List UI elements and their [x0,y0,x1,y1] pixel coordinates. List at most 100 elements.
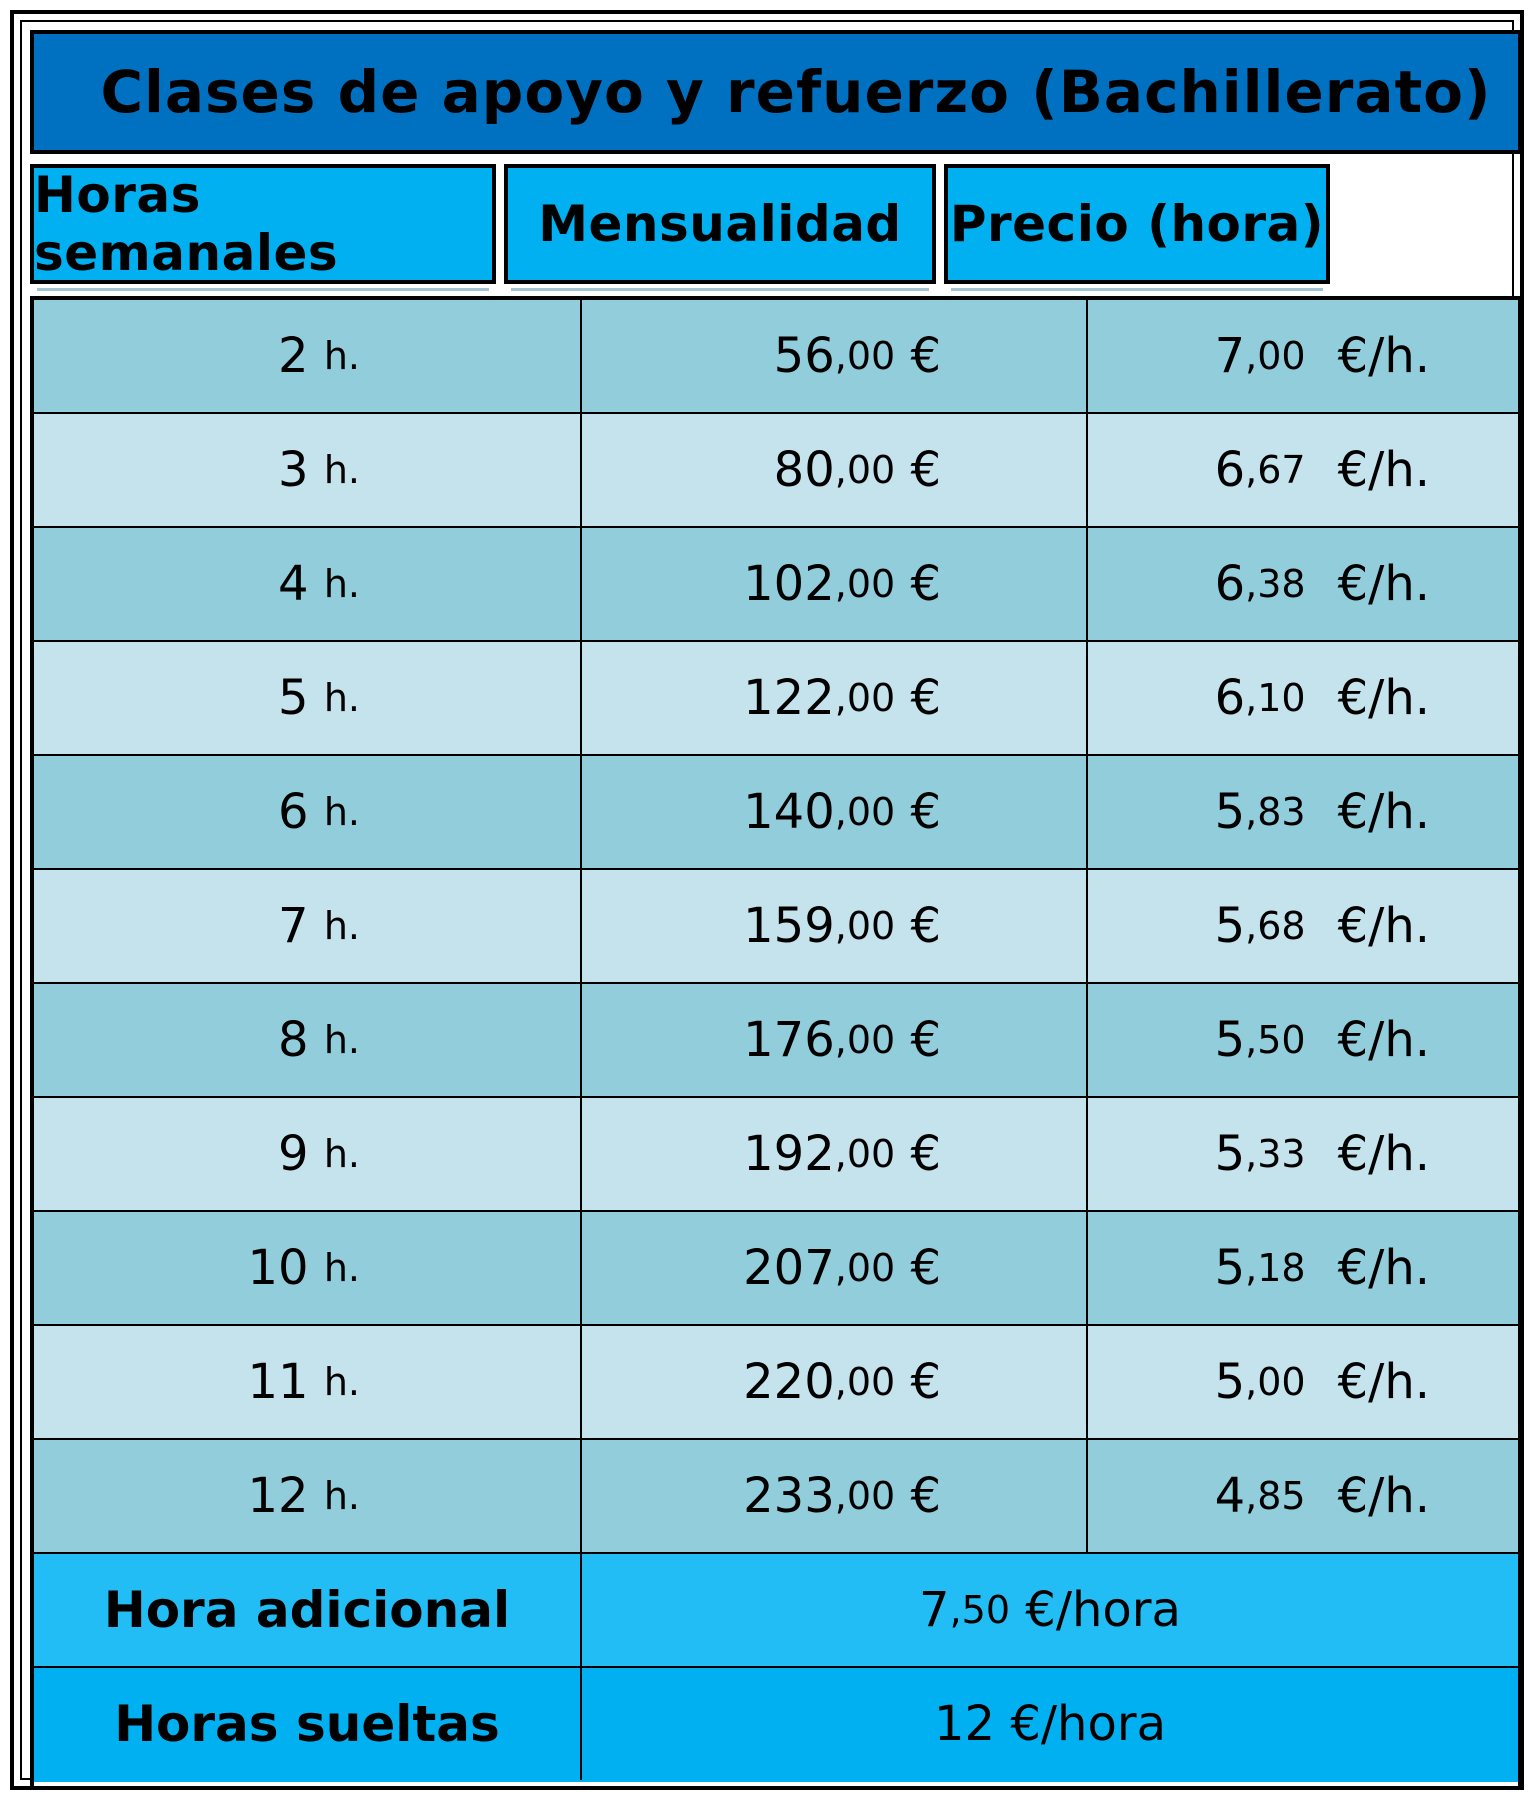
monthly-currency: € [910,898,941,954]
footer-value-unit: €/hora [1010,1696,1166,1752]
footer-value-unit: €/hora [1025,1582,1181,1638]
footer-value-decimals: ,50 [949,1588,1011,1632]
hours-value: 7 [278,898,309,954]
cell-precio-hora: 5,00 €/h. [1088,1326,1518,1438]
table-row: 12 h. 233,00 €4,85 €/h. [34,1440,1518,1554]
cell-horas: 3 h. [34,414,582,526]
table-row: 8 h. 176,00 €5,50 €/h. [34,984,1518,1098]
hours-unit: h. [323,1132,360,1176]
monthly-decimals: ,00 [834,676,896,720]
header-horas-semanales: Horas semanales [30,164,496,291]
rate-integer: 6 [1214,556,1246,612]
rate-unit: €/h. [1337,556,1430,612]
monthly-decimals: ,00 [834,1132,896,1176]
cell-horas: 7 h. [34,870,582,982]
hours-unit: h. [323,676,360,720]
hours-value: 11 [247,1354,309,1410]
hours-unit: h. [323,1246,360,1290]
cell-horas: 8 h. [34,984,582,1096]
table-row: 10 h. 207,00 €5,18 €/h. [34,1212,1518,1326]
monthly-decimals: ,00 [834,1246,896,1290]
hours-value: 12 [247,1468,309,1524]
hours-value: 4 [278,556,309,612]
footer-value: 12 €/hora [582,1668,1518,1780]
rate-unit: €/h. [1337,1126,1430,1182]
table-row: 5 h. 122,00 €6,10 €/h. [34,642,1518,756]
monthly-integer: 192 [743,1126,835,1182]
footer-label: Hora adicional [34,1554,582,1666]
rate-decimals: ,18 [1245,1246,1306,1290]
monthly-decimals: ,00 [834,790,896,834]
table-row: 6 h. 140,00 €5,83 €/h. [34,756,1518,870]
table-row: 9 h. 192,00 €5,33 €/h. [34,1098,1518,1212]
monthly-decimals: ,00 [834,904,896,948]
cell-mensualidad: 122,00 € [582,642,1088,754]
hours-unit: h. [323,448,360,492]
hours-value: 3 [278,442,309,498]
monthly-currency: € [910,328,941,384]
rate-integer: 5 [1214,1240,1246,1296]
cell-mensualidad: 176,00 € [582,984,1088,1096]
cell-mensualidad: 192,00 € [582,1098,1088,1210]
table-row: 3 h. 80,00 €6,67 €/h. [34,414,1518,528]
rate-unit: €/h. [1337,328,1430,384]
rate-decimals: ,38 [1245,562,1306,606]
cell-precio-hora: 5,83 €/h. [1088,756,1518,868]
rate-unit: €/h. [1337,442,1430,498]
monthly-integer: 102 [743,556,835,612]
cell-mensualidad: 233,00 € [582,1440,1088,1552]
rate-decimals: ,67 [1245,448,1306,492]
monthly-currency: € [910,1012,941,1068]
monthly-currency: € [910,442,941,498]
cell-horas: 2 h. [34,300,582,412]
hours-value: 10 [247,1240,309,1296]
rate-decimals: ,00 [1245,1360,1306,1404]
cell-precio-hora: 5,33 €/h. [1088,1098,1518,1210]
cell-horas: 4 h. [34,528,582,640]
cell-precio-hora: 6,38 €/h. [1088,528,1518,640]
cell-precio-hora: 7,00 €/h. [1088,300,1518,412]
cell-precio-hora: 4,85 €/h. [1088,1440,1518,1552]
hours-unit: h. [323,1018,360,1062]
rate-integer: 5 [1214,1012,1246,1068]
footer-value-integer: 12 [934,1696,996,1752]
rate-integer: 6 [1214,670,1246,726]
price-table: Clases de apoyo y refuerzo (Bachillerato… [10,10,1524,1790]
rate-decimals: ,83 [1245,790,1306,834]
monthly-integer: 140 [743,784,835,840]
cell-horas: 10 h. [34,1212,582,1324]
cell-precio-hora: 5,68 €/h. [1088,870,1518,982]
monthly-integer: 220 [743,1354,835,1410]
cell-precio-hora: 5,18 €/h. [1088,1212,1518,1324]
monthly-integer: 233 [743,1468,835,1524]
table-row: 2 h. 56,00 €7,00 €/h. [34,300,1518,414]
header-mensualidad: Mensualidad [504,164,936,291]
rate-integer: 5 [1214,1354,1246,1410]
rate-unit: €/h. [1337,1240,1430,1296]
cell-mensualidad: 140,00 € [582,756,1088,868]
monthly-currency: € [910,1240,941,1296]
rate-decimals: ,33 [1245,1132,1306,1176]
monthly-decimals: ,00 [834,562,896,606]
cell-precio-hora: 6,10 €/h. [1088,642,1518,754]
rate-integer: 5 [1214,898,1246,954]
monthly-decimals: ,00 [834,1360,896,1404]
hours-value: 2 [278,328,309,384]
cell-mensualidad: 207,00 € [582,1212,1088,1324]
monthly-currency: € [910,670,941,726]
cell-mensualidad: 102,00 € [582,528,1088,640]
cell-mensualidad: 80,00 € [582,414,1088,526]
rate-decimals: ,10 [1245,676,1306,720]
table-title: Clases de apoyo y refuerzo (Bachillerato… [30,30,1522,154]
monthly-integer: 176 [743,1012,835,1068]
table-body: 2 h. 56,00 €7,00 €/h. 3 h. 80,00 €6,67 €/h. 4 … [30,296,1522,1790]
monthly-integer: 56 [773,328,835,384]
hours-unit: h. [323,904,360,948]
hours-unit: h. [323,1474,360,1518]
rate-unit: €/h. [1337,670,1430,726]
monthly-currency: € [910,784,941,840]
hours-unit: h. [323,562,360,606]
rate-unit: €/h. [1337,784,1430,840]
rate-integer: 7 [1214,328,1246,384]
footer-row: Horas sueltas 12 €/hora [34,1668,1518,1782]
